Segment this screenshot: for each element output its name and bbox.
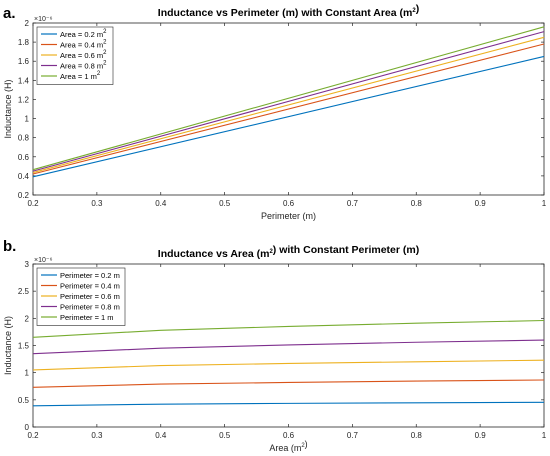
legend-entry: Perimeter = 0.8 m (60, 302, 120, 311)
y-tick-label: 2.5 (18, 287, 30, 296)
series-line-1 (32, 55, 545, 178)
x-tick-label: 1 (542, 431, 547, 440)
y-tick-label: 1.4 (18, 76, 30, 85)
x-tick-label: 0.5 (219, 431, 231, 440)
y-tick-label: 0 (25, 423, 30, 432)
y-tick-label: 0.4 (18, 172, 30, 181)
y-tick-label: 0.5 (18, 396, 30, 405)
legend-entry: Area = 0.2 m2 (60, 29, 107, 39)
series-line-3 (32, 359, 545, 371)
y-tick-label: 0.6 (18, 153, 30, 162)
x-axis-label: Area (m2) (269, 439, 307, 453)
legend-entry: Area = 0.8 m2 (60, 60, 107, 70)
series-line-2 (32, 379, 545, 388)
x-tick-label: 1 (542, 199, 547, 208)
series-line-4 (32, 339, 545, 355)
y-axis-multiplier: ×10⁻⁶ (34, 16, 53, 23)
y-axis-label: Inductance (H) (3, 79, 13, 138)
x-axis-label: Perimeter (m) (261, 211, 316, 221)
legend-entry: Perimeter = 0.4 m (60, 281, 120, 290)
x-tick-label: 0.4 (155, 199, 167, 208)
x-tick-label: 0.5 (219, 199, 231, 208)
y-axis-label: Inductance (H) (3, 316, 13, 375)
legend-box (36, 267, 126, 326)
x-tick-label: 0.2 (27, 199, 39, 208)
legend-entry: Perimeter = 1 m (60, 313, 114, 322)
chart-inductance-vs-area: Inductance vs Area (m2) with Constant Pe… (3, 244, 547, 453)
chart-title: Inductance vs Perimeter (m) with Constan… (158, 3, 419, 19)
series-line-1 (32, 401, 545, 407)
x-tick-label: 0.8 (411, 199, 423, 208)
x-tick-label: 0.6 (283, 431, 295, 440)
y-tick-label: 2 (25, 19, 30, 28)
y-tick-label: 1.2 (18, 95, 30, 104)
legend-box (36, 26, 114, 85)
panel-label-a: a. (3, 5, 16, 22)
legend-entry: Area = 0.4 m2 (60, 39, 107, 49)
y-tick-label: 1.5 (18, 342, 30, 351)
x-tick-label: 0.8 (411, 431, 423, 440)
x-tick-label: 0.3 (91, 431, 103, 440)
y-tick-label: 1 (25, 115, 30, 124)
series-line-3 (32, 36, 545, 174)
panel-label-b: b. (3, 238, 16, 255)
y-tick-label: 1.6 (18, 57, 30, 66)
y-tick-label: 1 (25, 369, 30, 378)
y-axis-multiplier: ×10⁻⁶ (34, 257, 53, 264)
x-tick-label: 0.3 (91, 199, 103, 208)
y-tick-label: 1.8 (18, 38, 30, 47)
x-tick-label: 0.9 (475, 431, 487, 440)
legend-entry: Area = 1 m2 (60, 71, 101, 81)
x-tick-label: 0.7 (347, 199, 359, 208)
series-line-5 (32, 26, 545, 171)
chart-title: Inductance vs Area (m2) with Constant Pe… (158, 244, 419, 260)
series-line-4 (32, 31, 545, 172)
x-tick-label: 0.9 (475, 199, 487, 208)
x-tick-label: 0.7 (347, 431, 359, 440)
x-tick-label: 0.4 (155, 431, 167, 440)
x-tick-label: 0.6 (283, 199, 295, 208)
y-tick-label: 3 (25, 260, 30, 269)
legend-entry: Perimeter = 0.2 m (60, 271, 120, 280)
legend-entry: Perimeter = 0.6 m (60, 292, 120, 301)
y-tick-label: 0.8 (18, 134, 30, 143)
chart-inductance-vs-perimeter: Inductance vs Perimeter (m) with Constan… (3, 3, 547, 221)
y-tick-label: 0.2 (18, 191, 30, 200)
series-line-5 (32, 319, 545, 338)
legend-entry: Area = 0.6 m2 (60, 50, 107, 60)
series-line-2 (32, 43, 545, 175)
y-tick-label: 2 (25, 314, 30, 323)
x-tick-label: 0.2 (27, 431, 39, 440)
